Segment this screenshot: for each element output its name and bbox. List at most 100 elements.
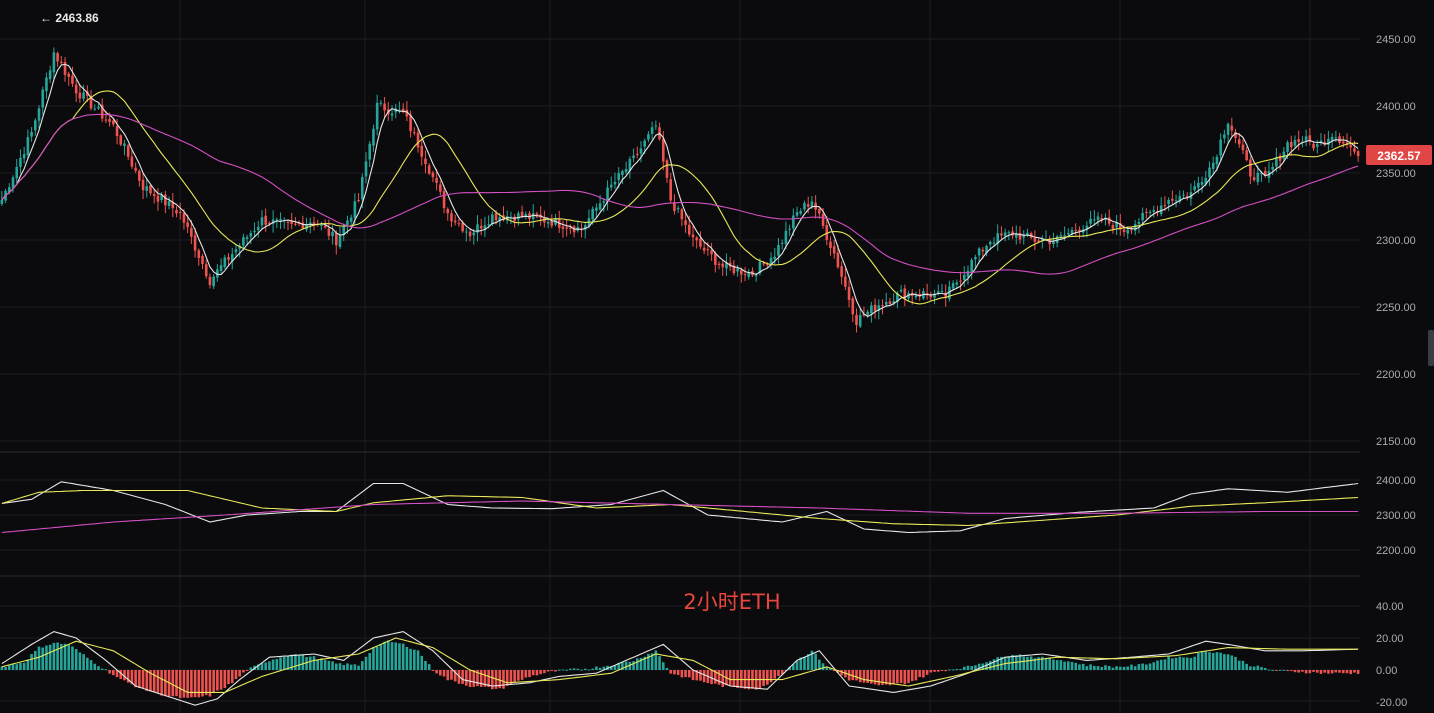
macd-histogram-bar [773, 670, 777, 679]
candle-body [461, 222, 464, 232]
candle-body [1237, 139, 1241, 145]
axis-tick-label: 2200.00 [1376, 369, 1416, 381]
macd-histogram-bar [1215, 652, 1219, 670]
macd-histogram-bar [468, 670, 472, 687]
macd-histogram-bar [212, 670, 215, 693]
candle-body [1356, 151, 1360, 157]
macd-histogram-bar [11, 663, 15, 670]
macd-histogram-bar [1353, 670, 1356, 673]
candle-body [758, 261, 762, 274]
macd-histogram-bar [1067, 661, 1070, 670]
macd-histogram-bar [505, 670, 509, 686]
candle-body [100, 104, 104, 119]
macd-histogram-bar [394, 642, 398, 670]
macd-histogram-bar [1182, 657, 1185, 670]
macd-histogram-bar [1234, 656, 1237, 670]
candle-body [1067, 233, 1070, 235]
candle-body [160, 195, 163, 201]
macd-histogram-bar [1230, 655, 1234, 670]
macd-histogram-bar [357, 665, 360, 670]
oscillator-panel [0, 631, 1360, 706]
macd-histogram-bar [1249, 666, 1252, 670]
candle-body [71, 75, 74, 84]
candle-body [762, 263, 765, 265]
candle-body [535, 213, 539, 217]
candle-body [598, 203, 602, 210]
candle-body [346, 220, 349, 226]
candle-body [357, 200, 360, 202]
candle-body [483, 225, 487, 231]
macd-histogram-bar [472, 670, 476, 687]
candle-body [442, 191, 446, 209]
macd-histogram-bar [884, 670, 888, 685]
candle-body [450, 213, 453, 222]
macd-histogram-bar [1208, 652, 1211, 670]
candle-body [866, 311, 869, 315]
candle-body [1171, 198, 1174, 201]
macd-histogram-bar [1174, 657, 1178, 670]
macd-histogram-bar [792, 664, 795, 670]
panel-resize-handle[interactable] [1428, 330, 1434, 366]
candle-body [714, 253, 717, 265]
chart-watermark: 2小时ETH [683, 590, 780, 614]
candle-body [1297, 139, 1300, 142]
macd-histogram-bar [1308, 670, 1312, 674]
candle-body [1119, 223, 1122, 230]
macd-histogram-bar [427, 664, 431, 670]
candle-body [372, 128, 375, 146]
candle-body [858, 315, 862, 327]
macd-histogram-bar [717, 670, 721, 685]
macd-histogram-bar [1159, 659, 1163, 670]
macd-histogram-bar [93, 663, 97, 670]
macd-histogram-bar [1040, 656, 1044, 670]
macd-histogram-bar [766, 670, 769, 685]
candle-body [431, 172, 435, 178]
candle-body [617, 173, 620, 181]
macd-histogram-bar [234, 670, 238, 680]
macd-histogram-bar [74, 649, 78, 670]
macd-histogram-bar [624, 661, 628, 670]
macd-histogram-bar [1323, 670, 1326, 673]
macd-histogram-bar [0, 666, 4, 670]
macd-histogram-bar [152, 670, 156, 693]
candle-body [305, 224, 308, 230]
candle-body [256, 226, 260, 231]
macd-histogram-bar [126, 670, 130, 683]
candle-body [710, 250, 713, 255]
macd-histogram-bar [710, 670, 713, 685]
candle-body [1085, 225, 1089, 230]
macd-histogram-bar [294, 654, 297, 670]
macd-histogram-bar [1104, 665, 1107, 670]
macd-histogram-bar [695, 670, 699, 681]
candle-body [279, 219, 282, 221]
macd-histogram-bar [346, 663, 349, 670]
candle-body [219, 265, 223, 271]
macd-histogram-bar [613, 665, 617, 670]
macd-histogram-bar [156, 670, 160, 693]
candle-body [569, 227, 572, 229]
macd-histogram-bar [520, 670, 524, 680]
axis-tick-label: 2150.00 [1376, 436, 1416, 448]
candle-body [799, 210, 803, 214]
candle-body [323, 225, 327, 228]
candle-body [1026, 232, 1029, 235]
macd-histogram-bar [554, 670, 557, 672]
macd-histogram-bar [1044, 658, 1048, 670]
candle-body [806, 204, 810, 207]
macd-histogram-bar [966, 665, 970, 670]
candle-body [152, 194, 156, 197]
candle-body [457, 223, 461, 225]
macd-histogram-bar [1148, 663, 1152, 670]
macd-histogram-bar [1356, 670, 1360, 674]
macd-histogram-bar [985, 662, 988, 670]
candle-body [37, 108, 41, 121]
candle-body [234, 249, 238, 253]
macd-histogram-bar [862, 670, 866, 683]
macd-histogram-bar [888, 670, 892, 686]
macd-histogram-bar [119, 670, 123, 680]
candle-body [803, 202, 806, 210]
candle-body [669, 179, 673, 201]
candle-body [487, 224, 490, 226]
macd-histogram-bar [1327, 670, 1330, 674]
